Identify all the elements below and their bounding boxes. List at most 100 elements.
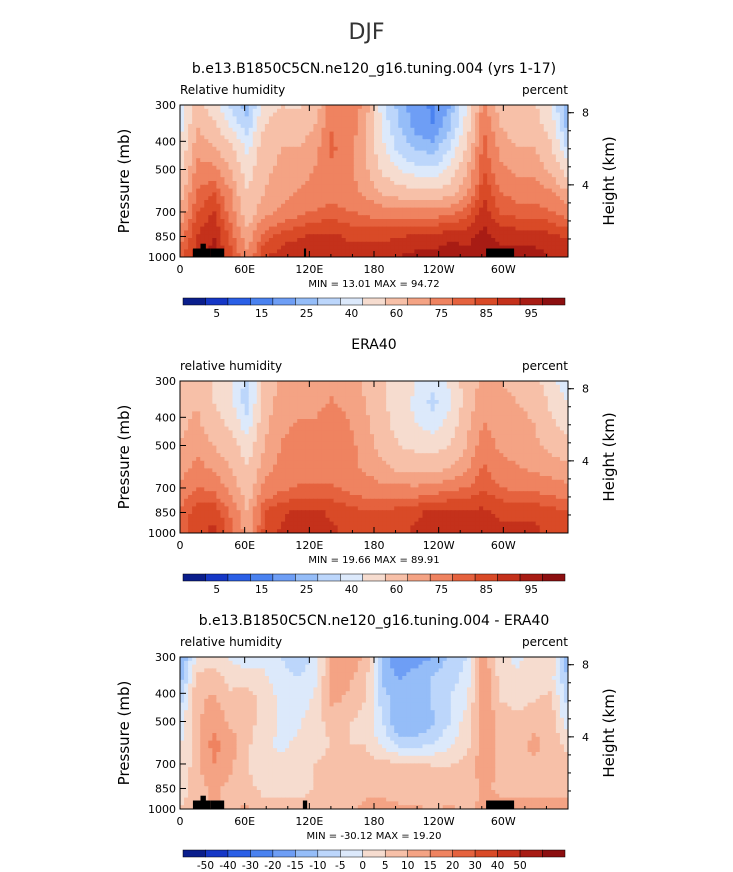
heatmap-cell <box>260 112 266 117</box>
heatmap-cell <box>248 124 254 129</box>
heatmap-cell <box>293 169 298 174</box>
heatmap-cell <box>471 196 476 201</box>
heatmap-cell <box>337 238 343 243</box>
heatmap-cell <box>329 131 335 136</box>
heatmap-cell <box>430 249 436 254</box>
heatmap-cell <box>244 403 250 409</box>
heatmap-cell <box>264 120 270 125</box>
heatmap-cell <box>491 120 496 125</box>
heatmap-cell <box>232 245 238 250</box>
heatmap-cell <box>293 184 298 190</box>
heatmap-cell <box>272 230 278 235</box>
heatmap-cell <box>402 192 407 197</box>
heatmap-cell <box>317 415 323 420</box>
heatmap-cell <box>499 116 504 121</box>
heatmap-cell <box>321 165 327 171</box>
heatmap-cell <box>450 396 456 401</box>
heatmap-cell <box>309 143 314 148</box>
heatmap-cell <box>272 127 278 133</box>
heatmap-cell <box>386 162 391 167</box>
heatmap-cell <box>313 407 319 412</box>
heatmap-cell <box>277 177 282 182</box>
heatmap-cell <box>527 415 533 420</box>
colorbar-box <box>429 297 453 306</box>
heatmap-cell <box>535 173 541 178</box>
heatmap-cell <box>466 211 472 216</box>
heatmap-cell <box>434 158 440 163</box>
heatmap-cell <box>479 146 484 152</box>
heatmap-cell <box>260 253 266 257</box>
heatmap-cell <box>369 419 375 424</box>
heatmap-cell <box>438 400 444 405</box>
heatmap-cell <box>551 173 557 178</box>
heatmap-cell <box>382 143 387 148</box>
heatmap-cell <box>378 127 383 133</box>
heatmap-cell <box>454 403 460 409</box>
heatmap-cell <box>357 230 363 235</box>
heatmap-cell <box>555 249 561 254</box>
heatmap-cell <box>491 400 496 405</box>
heatmap-cell <box>410 211 416 216</box>
heatmap-cell <box>462 135 468 140</box>
heatmap-cell <box>188 238 193 243</box>
heatmap-cell <box>495 411 500 416</box>
heatmap-cell <box>430 215 436 220</box>
heatmap-cell <box>196 150 201 155</box>
heatmap-cell <box>495 158 500 163</box>
heatmap-cell <box>293 419 298 424</box>
heatmap-cell <box>369 238 375 243</box>
heatmap-cell <box>357 184 363 190</box>
heatmap-cell <box>378 241 383 247</box>
heatmap-cell <box>357 181 363 186</box>
heatmap-cell <box>256 135 262 140</box>
heatmap-cell <box>438 411 444 416</box>
heatmap-cell <box>559 381 565 386</box>
heatmap-cell <box>527 116 533 121</box>
heatmap-cell <box>313 184 319 190</box>
heatmap-cell <box>434 245 440 250</box>
heatmap-cell <box>426 135 432 140</box>
heatmap-cell <box>458 108 464 114</box>
heatmap-cell <box>442 407 448 412</box>
heatmap-cell <box>317 181 323 186</box>
heatmap-cell <box>483 165 488 171</box>
heatmap-cell <box>446 146 452 152</box>
heatmap-cell <box>479 131 484 136</box>
heatmap-cell <box>329 158 335 163</box>
heatmap-cell <box>268 203 274 209</box>
heatmap-cell <box>426 230 432 235</box>
heatmap-cell <box>406 403 411 409</box>
heatmap-cell <box>507 162 513 167</box>
heatmap-cell <box>297 192 302 197</box>
heatmap-cell <box>462 415 468 420</box>
heatmap-cell <box>519 120 525 125</box>
heatmap-cell <box>289 226 294 231</box>
heatmap-cell <box>434 381 440 386</box>
heatmap-cell <box>535 165 541 171</box>
heatmap-cell <box>499 230 504 235</box>
heatmap-cell <box>285 407 290 412</box>
heatmap-cell <box>264 181 270 186</box>
heatmap-cell <box>422 253 428 257</box>
heatmap-cell <box>289 135 294 140</box>
heatmap-cell <box>450 188 456 193</box>
heatmap-cell <box>365 411 371 416</box>
x-tick-label: 60E <box>234 263 255 276</box>
heatmap-cell <box>450 253 456 257</box>
heatmap-cell <box>196 181 201 186</box>
heatmap-cell <box>333 411 339 416</box>
heatmap-cell <box>220 230 226 235</box>
heatmap-cell <box>535 415 541 420</box>
heatmap-cell <box>281 222 286 228</box>
heatmap-cell <box>487 124 492 129</box>
heatmap-cell <box>499 120 504 125</box>
heatmap-cell <box>555 135 561 140</box>
heatmap-cell <box>438 181 444 186</box>
heatmap-cell <box>382 120 387 125</box>
heatmap-cell <box>353 105 359 110</box>
heatmap-cell <box>547 200 553 205</box>
heatmap-cell <box>281 219 286 224</box>
heatmap-cell <box>204 188 209 193</box>
heatmap-cell <box>511 105 517 110</box>
heatmap-cell <box>321 222 327 228</box>
